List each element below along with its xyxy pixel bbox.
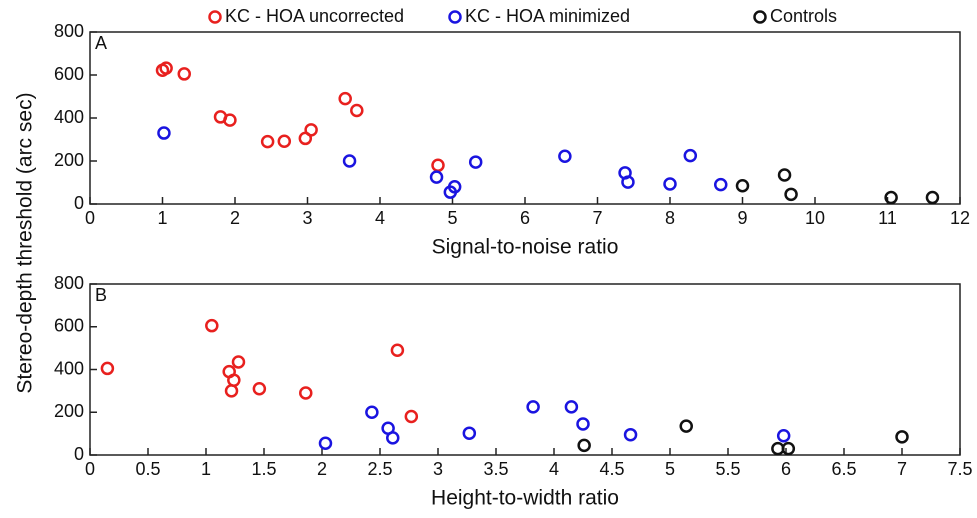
point: [462, 426, 477, 440]
point: [884, 190, 898, 205]
point: [526, 400, 540, 414]
point: [342, 154, 357, 168]
y-tick-label: 0: [74, 193, 84, 213]
point: [776, 429, 791, 443]
y-tick-label: 0: [74, 444, 84, 464]
x-tick-label: 7: [897, 459, 907, 479]
point: [623, 427, 638, 442]
point: [205, 318, 219, 333]
x-tick-label: 10: [805, 208, 825, 228]
point: [157, 126, 171, 140]
point: [447, 180, 462, 194]
x-tick-label: 1: [201, 459, 211, 479]
x-tick-label: 8: [665, 208, 675, 228]
legend-label: Controls: [770, 6, 837, 26]
point: [177, 67, 191, 81]
point: [159, 61, 173, 75]
x-tick-label: 7.5: [947, 459, 972, 479]
point: [350, 103, 364, 118]
point: [564, 400, 579, 414]
x-tick-label: 4: [375, 208, 385, 228]
x-tick-label: 2.5: [367, 459, 392, 479]
x-tick-label: 3.5: [483, 459, 508, 479]
point: [224, 384, 239, 398]
point: [925, 190, 940, 205]
point: [386, 431, 400, 445]
x-tick-label: 1.5: [251, 459, 276, 479]
point: [784, 187, 798, 202]
x-tick-label: 2: [317, 459, 327, 479]
x-tick-label: 2: [230, 208, 240, 228]
x-tick-label: 6: [781, 459, 791, 479]
point: [318, 436, 333, 450]
x-tick-label: 4: [549, 459, 559, 479]
x-tick-label: 1: [157, 208, 167, 228]
x-tick-label: 6.5: [831, 459, 856, 479]
x-tick-label: 3: [302, 208, 312, 228]
plot-frame: [89, 31, 961, 205]
y-tick-label: 200: [54, 150, 84, 170]
point: [227, 373, 241, 387]
point: [252, 381, 267, 396]
y-tick-label: 400: [54, 107, 84, 127]
point: [277, 134, 292, 148]
point: [304, 123, 318, 137]
point: [663, 177, 677, 191]
x-tick-label: 5.5: [715, 459, 740, 479]
legend-marker: [753, 10, 767, 24]
point: [735, 178, 750, 193]
point: [781, 441, 796, 456]
x-tick-label: 4.5: [599, 459, 624, 479]
point: [576, 417, 590, 431]
x-tick-label: 0: [85, 459, 95, 479]
x-axis-label: Height-to-width ratio: [431, 487, 619, 510]
plot-frame: [89, 283, 961, 456]
x-tick-label: 0: [85, 208, 95, 228]
point: [223, 113, 237, 127]
panel-label: A: [95, 33, 107, 53]
panel-label: B: [95, 285, 107, 305]
y-tick-label: 800: [54, 273, 84, 293]
point: [895, 430, 909, 444]
x-tick-label: 7: [592, 208, 602, 228]
point: [231, 355, 246, 369]
legend-marker: [208, 10, 222, 24]
point: [621, 175, 635, 189]
x-tick-label: 6: [520, 208, 530, 228]
y-tick-label: 600: [54, 64, 84, 84]
y-tick-label: 600: [54, 316, 84, 336]
point: [679, 419, 693, 433]
y-axis-label: Stereo-depth threshold (arc sec): [14, 92, 37, 393]
point: [468, 155, 483, 169]
x-tick-label: 5: [447, 208, 457, 228]
x-tick-label: 5: [665, 459, 675, 479]
point: [338, 91, 352, 106]
point: [390, 343, 405, 358]
x-tick-label: 12: [950, 208, 970, 228]
x-axis-label: Signal-to-noise ratio: [432, 236, 619, 259]
point: [365, 405, 379, 419]
legend-label: KC - HOA uncorrected: [225, 6, 404, 26]
x-tick-label: 3: [433, 459, 443, 479]
x-tick-label: 11: [878, 208, 897, 228]
x-tick-label: 0.5: [135, 459, 160, 479]
point: [558, 149, 572, 164]
legend-label: KC - HOA minimized: [465, 6, 630, 26]
point: [429, 170, 444, 184]
y-tick-label: 400: [54, 358, 84, 378]
point: [683, 148, 698, 163]
x-tick-label: 9: [737, 208, 747, 228]
legend-marker: [448, 10, 462, 24]
point: [714, 177, 728, 192]
y-tick-label: 200: [54, 401, 84, 421]
y-tick-label: 800: [54, 21, 84, 41]
point: [299, 386, 313, 400]
point: [577, 438, 591, 453]
point: [100, 361, 115, 376]
point: [431, 158, 445, 173]
point: [404, 409, 419, 424]
point: [777, 168, 792, 182]
point: [260, 134, 275, 149]
